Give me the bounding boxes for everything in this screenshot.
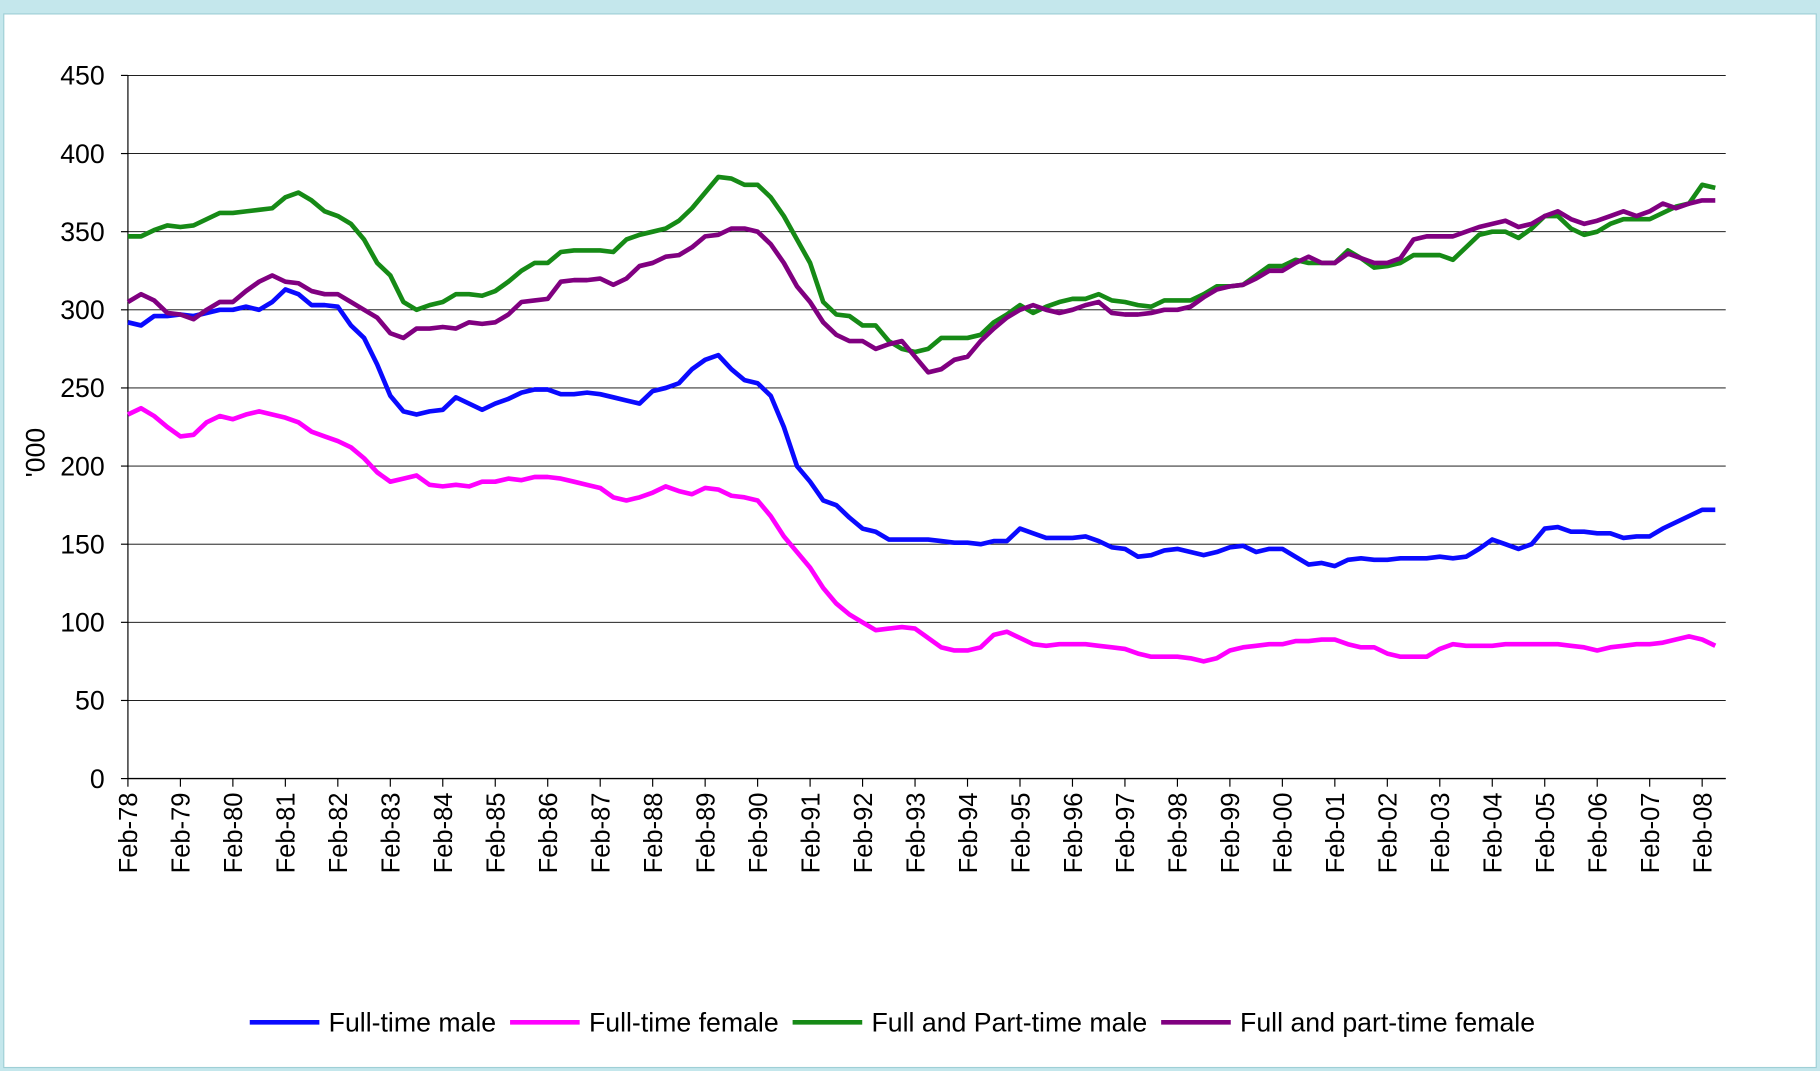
x-tick-label: Feb-01: [1322, 793, 1350, 874]
y-tick-label: 0: [90, 764, 105, 794]
y-tick-label: 350: [60, 217, 105, 247]
x-tick-label: Feb-83: [378, 793, 406, 874]
x-tick-label: Feb-07: [1637, 793, 1665, 874]
x-tick-label: Feb-06: [1584, 793, 1612, 874]
y-tick-label: 300: [60, 295, 105, 325]
series-line: [126, 198, 1716, 375]
x-tick-label: Feb-85: [483, 793, 511, 874]
legend-label: Full-time male: [329, 1008, 496, 1038]
x-tick-label: Feb-96: [1060, 793, 1088, 874]
x-tick-label: Feb-78: [115, 793, 143, 874]
x-tick-label: Feb-92: [850, 793, 878, 874]
x-tick-label: Feb-94: [955, 793, 983, 874]
x-tick-label: Feb-98: [1165, 793, 1193, 874]
x-tick-label: Feb-84: [430, 793, 458, 874]
x-tick-label: Feb-02: [1375, 793, 1403, 874]
x-tick-label: Feb-91: [797, 793, 825, 874]
x-tick-label: Feb-08: [1689, 793, 1717, 874]
x-tick-label: Feb-05: [1532, 793, 1560, 874]
y-tick-label: 100: [60, 608, 105, 638]
y-axis-label: '000: [20, 428, 50, 478]
y-tick-label: 150: [60, 529, 105, 559]
x-tick-label: Feb-93: [902, 793, 930, 874]
y-tick-label: 450: [60, 61, 105, 91]
x-tick-label: Feb-04: [1480, 793, 1508, 874]
series-line: [127, 174, 1716, 355]
x-tick-label: Feb-03: [1427, 793, 1455, 874]
legend-label: Full and Part-time male: [872, 1008, 1148, 1038]
x-tick-label: Feb-87: [587, 793, 615, 874]
legend-label: Full-time female: [589, 1008, 779, 1038]
x-tick-label: Feb-88: [640, 793, 668, 874]
series-line: [126, 405, 1717, 664]
y-tick-label: 400: [60, 139, 105, 169]
legend-label: Full and part-time female: [1240, 1008, 1535, 1038]
x-tick-label: Feb-89: [692, 793, 720, 874]
x-tick-label: Feb-97: [1112, 793, 1140, 874]
series-line: [127, 287, 1716, 569]
x-tick-label: Feb-80: [220, 793, 248, 874]
y-tick-label: 200: [60, 451, 105, 481]
x-tick-label: Feb-86: [535, 793, 563, 874]
y-tick-label: 250: [60, 373, 105, 403]
x-tick-label: Feb-99: [1217, 793, 1245, 874]
y-tick-label: 50: [75, 686, 105, 716]
x-tick-label: Feb-90: [745, 793, 773, 874]
x-tick-label: Feb-81: [273, 793, 301, 874]
x-tick-label: Feb-95: [1007, 793, 1035, 874]
x-tick-label: Feb-00: [1270, 793, 1298, 874]
x-tick-label: Feb-79: [168, 793, 196, 874]
x-tick-label: Feb-82: [325, 793, 353, 874]
